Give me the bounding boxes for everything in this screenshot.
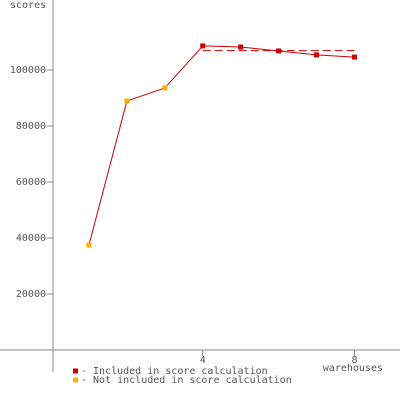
legend-label: - Not included in score calculation [81, 375, 292, 386]
point [314, 52, 320, 58]
legend-swatch [73, 377, 78, 383]
point [124, 98, 130, 104]
y-tick-label: 40000 [16, 233, 46, 244]
line-segment [88, 100, 128, 246]
point [86, 242, 92, 248]
point [351, 54, 357, 60]
point [200, 43, 206, 49]
legend-swatch [73, 368, 78, 374]
point [276, 48, 282, 54]
x-axis-label: warehouses [323, 363, 383, 374]
y-axis-label: scores [10, 0, 46, 11]
point [238, 44, 244, 50]
line-segment [278, 50, 317, 56]
y-tick-label: 80000 [16, 121, 46, 132]
legend-label: - Included in score calculation [81, 366, 268, 377]
line-segment [164, 45, 204, 89]
y-tick-label: 60000 [16, 177, 46, 188]
x-tick-label: 4 [200, 355, 206, 366]
x-tick-label: 8 [351, 355, 357, 366]
line-segment [240, 46, 279, 52]
line-segment [126, 87, 165, 102]
y-tick-label: 20000 [16, 289, 46, 300]
y-tick-label: 100000 [10, 65, 46, 76]
point [162, 85, 168, 91]
line-segment [202, 45, 241, 48]
line-segment [316, 54, 355, 58]
